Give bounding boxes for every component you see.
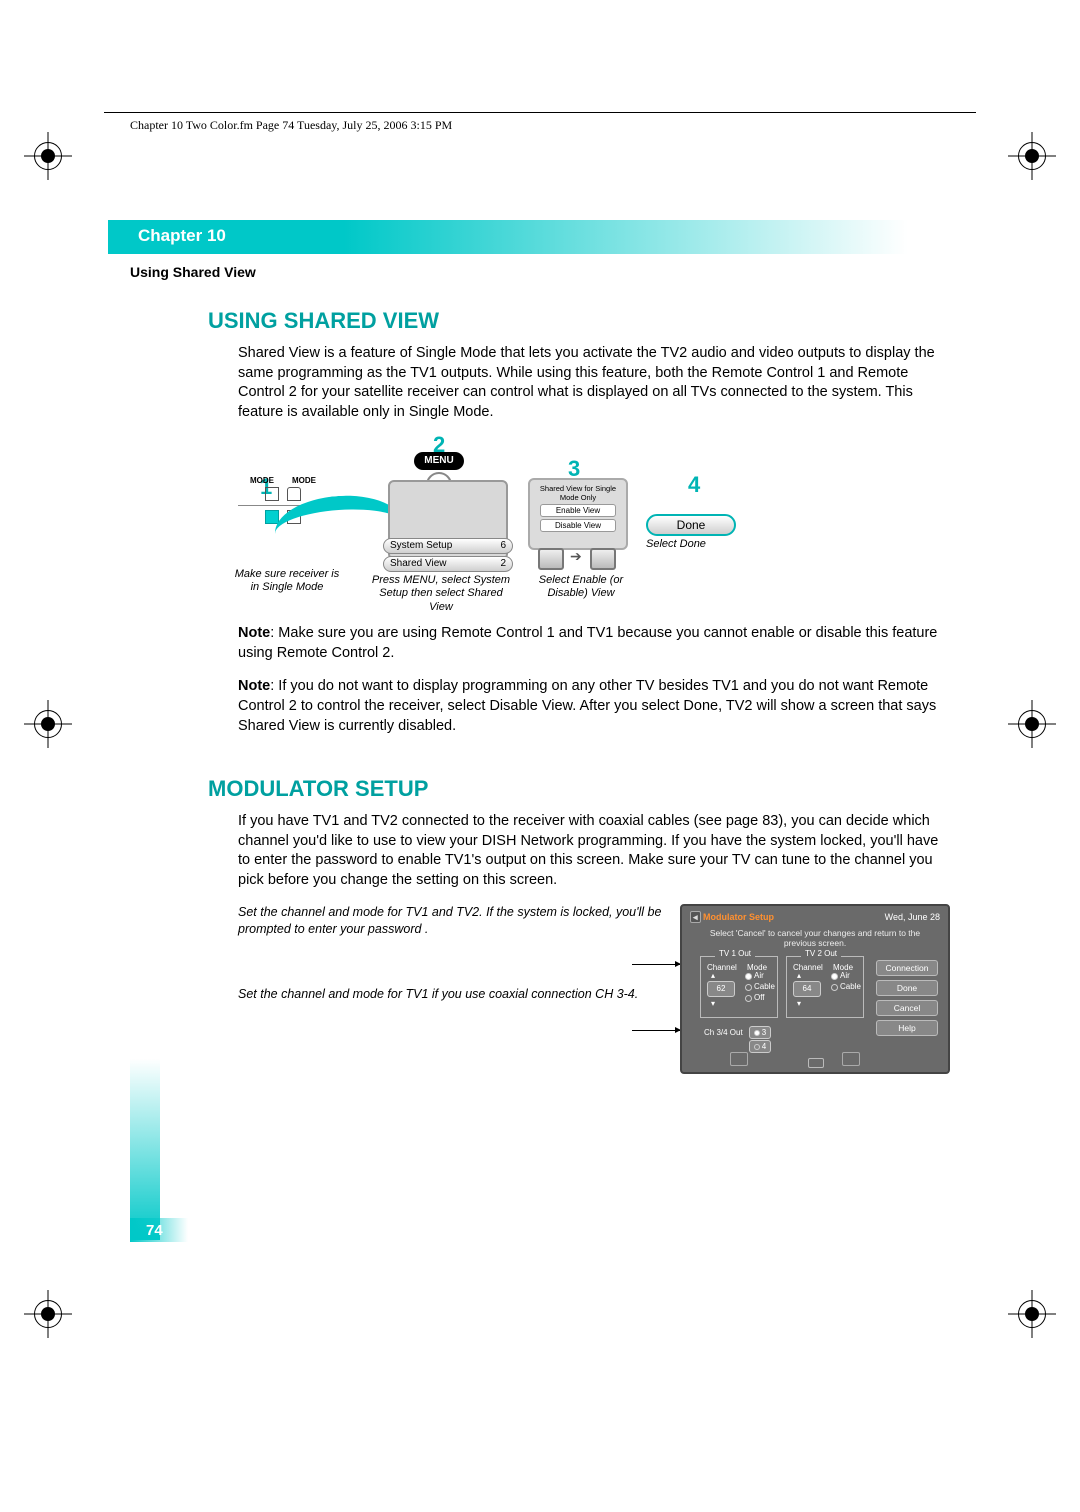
- screen-instruction: Select 'Cancel' to cancel your changes a…: [700, 928, 930, 948]
- menu-row-system-setup: System Setup 6: [383, 538, 513, 554]
- screen-side-buttons: Connection Done Cancel Help: [876, 960, 938, 1040]
- chapter-banner: Chapter 10: [108, 220, 950, 254]
- note-text: Make sure you are using Remote Control 1…: [238, 625, 937, 661]
- radio-cable: Cable: [754, 982, 775, 991]
- modulator-screen: ◂ Modulator Setup Wed, June 28 Select 'C…: [680, 904, 950, 1074]
- screen-date: Wed, June 28: [885, 912, 940, 923]
- menu-pill: MENU: [414, 452, 464, 470]
- tv2-mode-radios: Air Cable: [831, 969, 861, 993]
- btn-connection: Connection: [876, 960, 938, 976]
- shared-view-diagram: 1 2 3 4 MENU ≡ MODE MODE System Setup 6 …: [238, 436, 950, 616]
- mode-label: MODE: [292, 476, 316, 485]
- section-subhead: Using Shared View: [130, 264, 950, 280]
- done-pill: Done: [646, 514, 736, 536]
- tv-icon: [730, 1052, 748, 1066]
- crop-mark: [24, 132, 72, 180]
- caption-2: Press MENU, select System Setup then sel…: [366, 574, 516, 614]
- btn-help: Help: [876, 1020, 938, 1036]
- note-text: If you do not want to display programmin…: [238, 678, 936, 733]
- btn-cancel: Cancel: [876, 1000, 938, 1016]
- pointer-arrow: [632, 1030, 680, 1031]
- panel-opt-enable: Enable View: [540, 504, 616, 517]
- crop-mark: [1008, 1290, 1056, 1338]
- row-label: Shared View: [390, 558, 447, 569]
- modulator-figure-row: Set the channel and mode for TV1 and TV2…: [238, 904, 950, 1074]
- caption-3: Select Enable (or Disable) View: [526, 574, 636, 600]
- crop-mark: [24, 700, 72, 748]
- side-caption-2: Set the channel and mode for TV1 if you …: [238, 986, 662, 1003]
- shared-view-note-1: Note: Make sure you are using Remote Con…: [238, 624, 950, 663]
- shared-view-note-2: Note: If you do not want to display prog…: [238, 677, 950, 736]
- tv-icon: [590, 548, 616, 570]
- mode-label: MODE: [250, 476, 274, 485]
- ch34-label: Ch 3/4 Out: [704, 1028, 743, 1037]
- tv-icon: [842, 1052, 860, 1066]
- shared-view-panel: Shared View for Single Mode Only Enable …: [528, 478, 628, 550]
- ch34-opt: 3: [749, 1026, 771, 1039]
- modulator-side-captions: Set the channel and mode for TV1 and TV2…: [238, 904, 662, 1074]
- section-title-shared-view: USING SHARED VIEW: [130, 308, 950, 334]
- tv2-out-box: TV 2 Out Channel Mode ▴ 64 ▾ Air Cable: [786, 956, 864, 1018]
- tv2-channel: 64: [793, 981, 821, 997]
- page-number: 74: [146, 1222, 163, 1239]
- header-rule: [104, 112, 976, 113]
- radio-air: Air: [754, 971, 764, 980]
- crop-mark: [1008, 132, 1056, 180]
- chapter-label: Chapter 10: [138, 226, 226, 246]
- radio-off: Off: [754, 993, 765, 1002]
- step-4-num: 4: [688, 472, 700, 498]
- crop-mark: [1008, 700, 1056, 748]
- btn-done: Done: [876, 980, 938, 996]
- ch34-row: Ch 3/4 Out 3 Ch 3/4 Out 4: [704, 1026, 771, 1053]
- modulator-intro: If you have TV1 and TV2 connected to the…: [238, 812, 950, 890]
- radio-cable: Cable: [840, 982, 861, 991]
- arrow-icon: ➔: [570, 548, 582, 565]
- box-label: TV 2 Out: [801, 949, 841, 958]
- screen-title: Modulator Setup: [703, 912, 774, 922]
- receiver-icon: [805, 1052, 825, 1068]
- row-num: 2: [500, 557, 506, 571]
- caption-4: Select Done: [646, 538, 736, 551]
- box-label: TV 1 Out: [715, 949, 755, 958]
- pointer-arrow: [632, 964, 680, 965]
- tv1-mode-radios: Air Cable Off: [745, 969, 775, 1004]
- crop-mark: [24, 1290, 72, 1338]
- caption-1: Make sure receiver is in Single Mode: [232, 568, 342, 594]
- running-header: Chapter 10 Two Color.fm Page 74 Tuesday,…: [130, 118, 452, 133]
- tv1-out-box: TV 1 Out Channel Mode ▴ 62 ▾ Air Cable O…: [700, 956, 778, 1018]
- panel-title: Shared View for Single Mode Only: [534, 484, 622, 502]
- radio-air: Air: [840, 971, 850, 980]
- shared-view-intro: Shared View is a feature of Single Mode …: [238, 344, 950, 422]
- tv1-channel: 62: [707, 981, 735, 997]
- section-title-modulator: MODULATOR SETUP: [130, 776, 950, 802]
- row-label: System Setup: [390, 540, 452, 551]
- panel-opt-disable: Disable View: [540, 519, 616, 532]
- menu-row-shared-view: Shared View 2: [383, 556, 513, 572]
- tv-icon: [538, 548, 564, 570]
- side-caption-1: Set the channel and mode for TV1 and TV2…: [238, 904, 662, 938]
- ch34-opt: 4: [749, 1040, 771, 1053]
- row-num: 6: [500, 539, 506, 553]
